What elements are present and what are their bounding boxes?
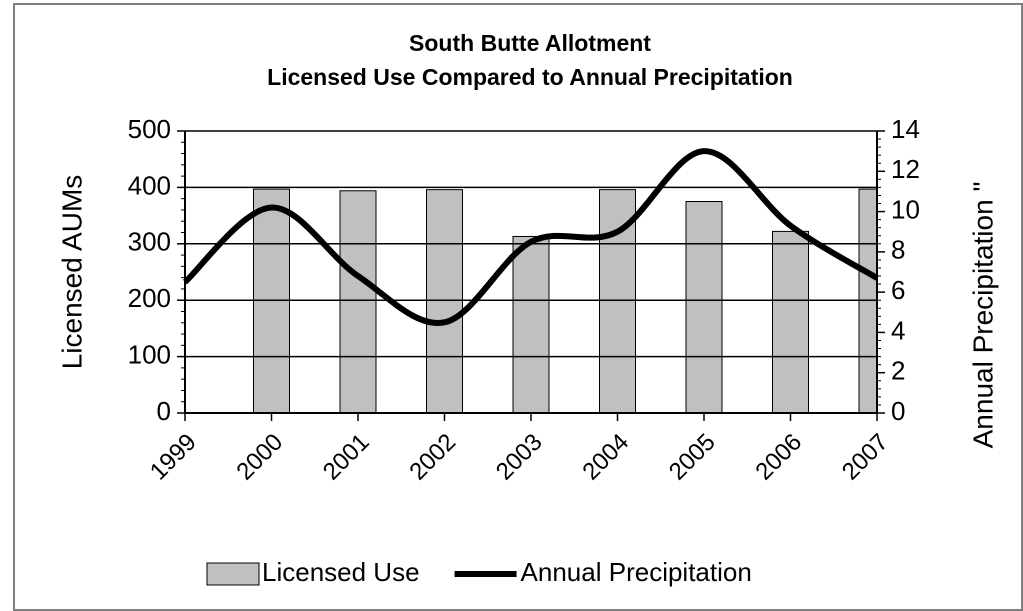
y2-tick-label: 8	[891, 235, 905, 265]
y2-tick-label: 6	[891, 275, 905, 305]
y2-tick-label: 12	[891, 154, 920, 184]
legend-label: Annual Precipitation	[521, 557, 752, 587]
legend-swatch	[206, 562, 260, 586]
bar	[426, 189, 463, 413]
y-tick-label: 500	[128, 114, 171, 144]
bar	[772, 230, 809, 413]
bar	[512, 235, 550, 413]
plot-area	[253, 188, 877, 413]
y-tick-label: 200	[128, 283, 171, 313]
y2-tick-label: 4	[891, 315, 905, 345]
bar	[253, 188, 290, 413]
y-axis-title: Licensed AUMs	[56, 175, 87, 370]
y2-tick-label: 10	[891, 194, 920, 224]
bar	[339, 190, 377, 413]
legend-label: Licensed Use	[262, 557, 420, 587]
y-tick-label: 100	[128, 339, 171, 369]
y-tick-label: 300	[128, 227, 171, 257]
y2-tick-label: 0	[891, 396, 905, 426]
y-tick-label: 400	[128, 170, 171, 200]
chart-title: South Butte Allotment	[409, 30, 651, 56]
bar	[685, 201, 723, 413]
chart-title: Licensed Use Compared to Annual Precipit…	[267, 64, 793, 90]
line	[182, 148, 879, 326]
y2-tick-label: 14	[891, 114, 920, 144]
y2-tick-label: 2	[891, 356, 905, 386]
y-tick-label: 0	[157, 396, 171, 426]
y2-axis-title: Annual Precipitation "	[967, 182, 998, 449]
